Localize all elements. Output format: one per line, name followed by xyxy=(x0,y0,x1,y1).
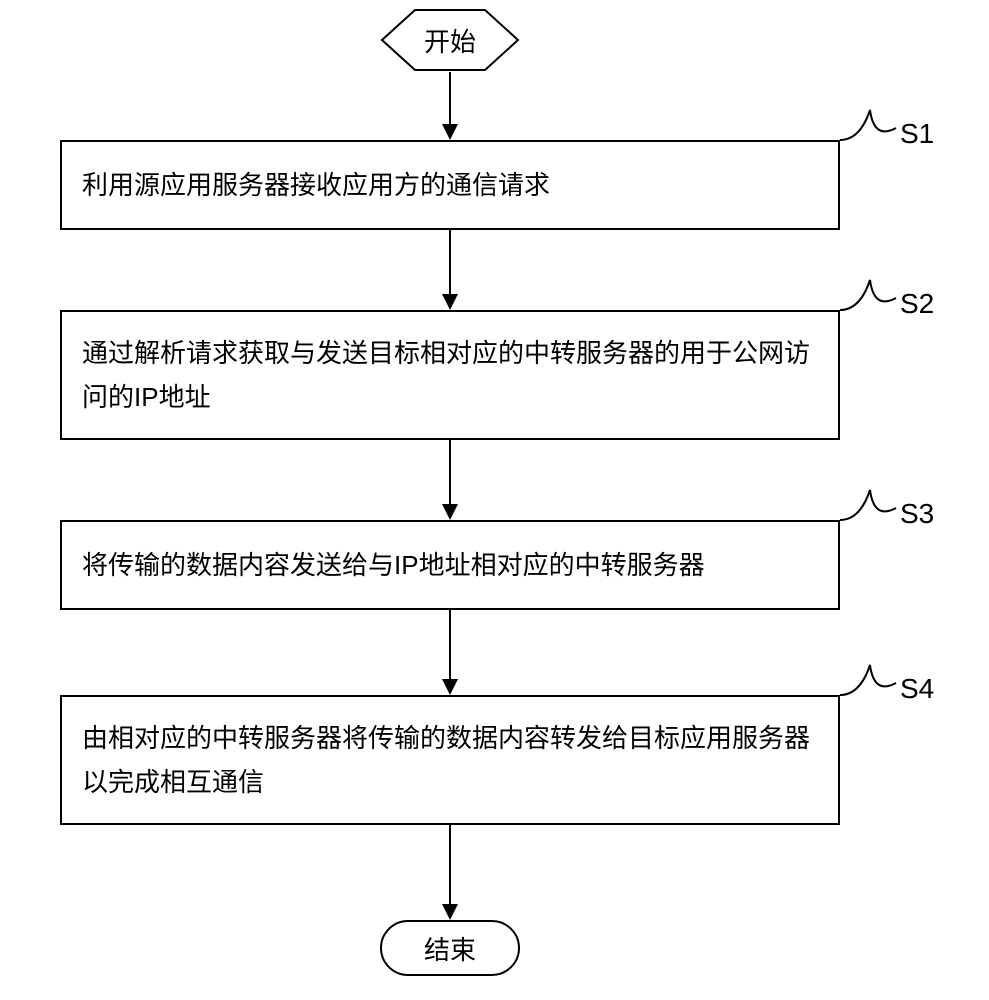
step-s2-text: 通过解析请求获取与发送目标相对应的中转服务器的用于公网访问的IP地址 xyxy=(82,331,818,419)
step-s2: 通过解析请求获取与发送目标相对应的中转服务器的用于公网访问的IP地址 xyxy=(60,310,840,440)
callout-s1 xyxy=(838,108,898,148)
label-s1: S1 xyxy=(900,118,934,150)
label-s2: S2 xyxy=(900,288,934,320)
callout-s4 xyxy=(838,663,898,703)
start-node: 开始 xyxy=(380,8,520,72)
arrow-s2-s3 xyxy=(440,440,460,520)
arrow-start-s1 xyxy=(440,72,460,140)
arrow-s4-end xyxy=(440,825,460,920)
flowchart-canvas: 开始 利用源应用服务器接收应用方的通信请求 通过解析请求获取与发送目标相对应的中… xyxy=(0,0,989,1000)
arrow-s1-s2 xyxy=(440,230,460,310)
callout-s3 xyxy=(838,488,898,528)
step-s4-text: 由相对应的中转服务器将传输的数据内容转发给目标应用服务器以完成相互通信 xyxy=(82,716,818,804)
step-s4: 由相对应的中转服务器将传输的数据内容转发给目标应用服务器以完成相互通信 xyxy=(60,695,840,825)
step-s3: 将传输的数据内容发送给与IP地址相对应的中转服务器 xyxy=(60,520,840,610)
end-node: 结束 xyxy=(380,920,520,976)
arrow-s3-s4 xyxy=(440,610,460,695)
step-s1-text: 利用源应用服务器接收应用方的通信请求 xyxy=(82,163,550,207)
label-s3: S3 xyxy=(900,498,934,530)
label-s4: S4 xyxy=(900,673,934,705)
step-s1: 利用源应用服务器接收应用方的通信请求 xyxy=(60,140,840,230)
start-label: 开始 xyxy=(380,8,520,72)
callout-s2 xyxy=(838,278,898,318)
end-label: 结束 xyxy=(424,930,476,967)
step-s3-text: 将传输的数据内容发送给与IP地址相对应的中转服务器 xyxy=(82,543,705,587)
